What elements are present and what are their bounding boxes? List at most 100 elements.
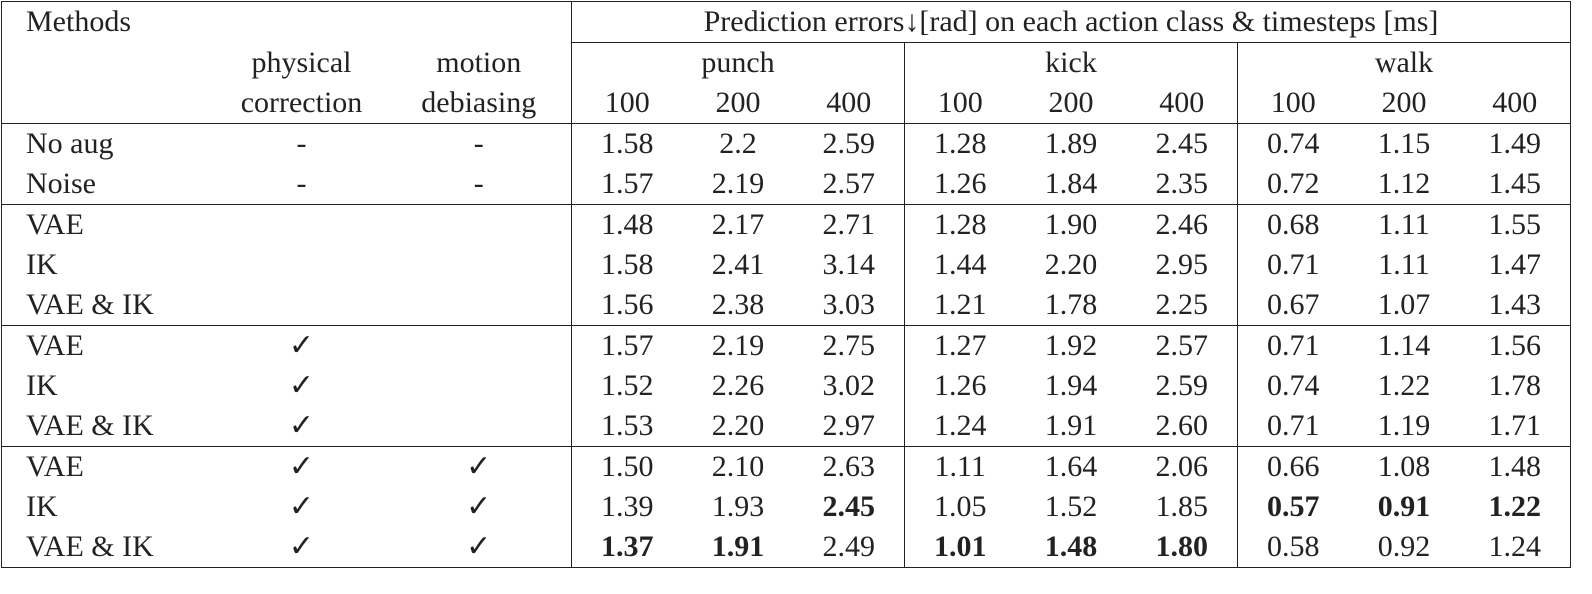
table-row: VAE 1.48 2.17 2.71 1.28 1.90 2.46 0.68 1.11 1.55 <box>2 204 1571 246</box>
error-value: 1.26 <box>904 366 1016 406</box>
error-value: 1.39 <box>571 487 683 527</box>
error-value: 2.75 <box>822 329 876 362</box>
error-value: 0.71 <box>1237 325 1349 366</box>
table-row: correction debiasing 100 200 400 100 200 400 100… <box>1 83 1571 124</box>
error-value: 1.24 <box>1459 527 1571 568</box>
motion-debiasing: ✓ <box>466 490 492 523</box>
method-name: Noise <box>1 164 217 205</box>
error-value: 2.20 <box>1044 248 1098 281</box>
error-value: 1.57 <box>571 164 683 205</box>
error-value: 2.19 <box>682 164 794 205</box>
timestep-header: 400 <box>1126 83 1238 124</box>
error-value: 1.05 <box>904 487 1016 527</box>
error-value: 1.56 <box>1488 329 1542 362</box>
error-value: 1.56 <box>571 285 683 326</box>
error-value: 2.57 <box>793 164 905 205</box>
error-value: 2.57 <box>1155 329 1209 362</box>
error-value: 2.41 <box>711 248 765 281</box>
error-value: 0.68 <box>1237 204 1349 245</box>
timestep-header: 200 <box>1348 83 1460 124</box>
table-row: VAE & IK ✓ 1.53 2.20 2.97 1.24 1.91 2.60 0.71 1.1… <box>1 406 1571 447</box>
error-value: 1.92 <box>1044 329 1098 362</box>
error-value: 1.89 <box>1044 127 1098 160</box>
class-header: punch <box>571 42 905 83</box>
physical-header: correction <box>216 83 387 124</box>
error-value: 0.91 <box>1377 490 1431 523</box>
table-body: Methods Prediction errors↓[rad] on each a… <box>1 1 1571 568</box>
table-row: No aug - - 1.58 2.2 2.59 1.28 1.89 2.45 0.74 1.15 1… <box>2 123 1571 164</box>
physical-correction: ✓ <box>288 329 315 362</box>
method-name: VAE <box>26 450 84 483</box>
motion-debiasing <box>387 366 572 406</box>
error-value: 1.11 <box>1378 208 1430 241</box>
error-value: 0.71 <box>1237 406 1349 447</box>
timestep-header: 100 <box>571 83 683 124</box>
error-value: 2.63 <box>822 450 876 483</box>
physical-correction <box>217 205 387 246</box>
error-value: 1.78 <box>1015 285 1127 326</box>
error-value: 1.93 <box>711 490 765 523</box>
error-value: 1.12 <box>1348 164 1460 205</box>
table-row: Methods Prediction errors↓[rad] on each a… <box>2 1 1571 43</box>
method-name: No aug <box>26 127 114 160</box>
motion-debiasing <box>386 285 572 326</box>
error-value: 1.85 <box>1155 490 1209 523</box>
error-value: 1.47 <box>1488 248 1542 281</box>
motion-debiasing: ✓ <box>466 450 492 483</box>
errors-header: Prediction errors↓[rad] on each action c… <box>571 1 1571 43</box>
error-value: 1.14 <box>1377 329 1431 362</box>
physical-correction: ✓ <box>216 406 387 447</box>
error-value: 0.74 <box>1237 366 1349 406</box>
error-value: 2.45 <box>822 490 876 523</box>
table-row: VAE & IK 1.56 2.38 3.03 1.21 1.78 2.25 0.67 1.07… <box>1 285 1571 326</box>
error-value: 3.02 <box>822 369 876 402</box>
error-value: 2.59 <box>1155 369 1209 402</box>
motion-debiasing: ✓ <box>386 527 572 568</box>
error-value: 2.26 <box>711 369 765 402</box>
physical-correction: ✓ <box>288 369 315 402</box>
table-row: physical motion punch kick walk <box>2 42 1571 83</box>
error-value: 1.58 <box>571 123 683 164</box>
error-value: 1.24 <box>904 406 1016 447</box>
error-value: 2.60 <box>1126 406 1238 447</box>
error-value: 1.22 <box>1488 490 1542 523</box>
method-name: VAE & IK <box>1 285 217 326</box>
motion-header: debiasing <box>386 83 572 124</box>
error-value: 0.67 <box>1237 285 1349 326</box>
motion-debiasing: - <box>473 127 484 160</box>
error-value: 1.78 <box>1488 369 1542 402</box>
motion-debiasing: - <box>386 164 572 205</box>
error-value: 1.48 <box>1488 450 1542 483</box>
method-name: VAE & IK <box>1 527 217 568</box>
table-row: IK ✓ 1.52 2.26 3.02 1.26 1.94 2.59 0.74 1.22 1.78 <box>2 366 1571 406</box>
error-value: 2.35 <box>1126 164 1238 205</box>
error-value: 2.95 <box>1155 248 1209 281</box>
error-value: 1.28 <box>904 123 1016 164</box>
error-value: 1.11 <box>904 446 1016 487</box>
error-value: 2.97 <box>793 406 905 447</box>
error-value: 0.66 <box>1237 446 1349 487</box>
error-value: 1.57 <box>571 325 683 366</box>
error-value: 1.94 <box>1044 369 1098 402</box>
methods-header: Methods <box>26 5 131 39</box>
motion-header: motion <box>436 45 522 79</box>
error-value: 2.20 <box>682 406 794 447</box>
blank <box>1 83 217 124</box>
error-value: 1.45 <box>1459 164 1571 205</box>
table-row: VAE & IK ✓ ✓ 1.37 1.91 2.49 1.01 1.48 1.80 0.58 0.… <box>1 527 1571 568</box>
error-value: 1.43 <box>1459 285 1571 326</box>
error-value: 1.52 <box>571 366 683 406</box>
error-value: 1.11 <box>1378 248 1430 281</box>
error-value: 1.08 <box>1377 450 1431 483</box>
error-value: 1.48 <box>571 204 683 245</box>
error-value: 2.49 <box>793 527 905 568</box>
results-table: Methods Prediction errors↓[rad] on each a… <box>1 1 1571 568</box>
error-value: 1.71 <box>1459 406 1571 447</box>
error-value: 1.44 <box>904 245 1016 285</box>
timestep-header: 100 <box>904 83 1016 124</box>
error-value: 1.48 <box>1015 527 1127 568</box>
physical-correction: ✓ <box>288 450 315 483</box>
motion-debiasing <box>387 205 572 246</box>
motion-debiasing <box>387 245 572 285</box>
class-header: kick <box>904 42 1238 83</box>
